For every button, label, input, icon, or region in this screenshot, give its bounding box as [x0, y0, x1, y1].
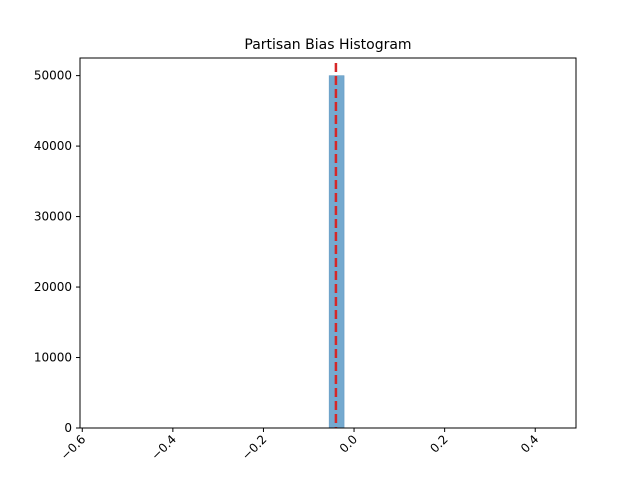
x-tick-label-3: 0.0: [337, 432, 360, 455]
x-tick-label-1: −0.4: [148, 432, 179, 463]
x-tick-label-2: −0.2: [239, 432, 270, 463]
chart-title: Partisan Bias Histogram: [244, 37, 411, 53]
x-tick-label-4: 0.2: [427, 432, 450, 455]
y-tick-label-1: 10000: [34, 351, 72, 365]
x-tick-label-0: −0.6: [58, 432, 89, 463]
axes-layer: [79, 57, 577, 429]
y-ticks: 0 10000 20000 30000 40000 50000: [34, 69, 80, 435]
x-tick-label-5: 0.4: [518, 432, 541, 455]
y-tick-label-5: 50000: [34, 69, 72, 83]
y-tick-label-2: 20000: [34, 280, 72, 294]
y-tick-label-0: 0: [64, 421, 72, 435]
y-tick-label-3: 30000: [34, 210, 72, 224]
plot-frame: [79, 57, 577, 429]
x-ticks: −0.6 −0.4 −0.2 0.0 0.2 0.4: [58, 428, 541, 463]
y-tick-label-4: 40000: [34, 139, 72, 153]
